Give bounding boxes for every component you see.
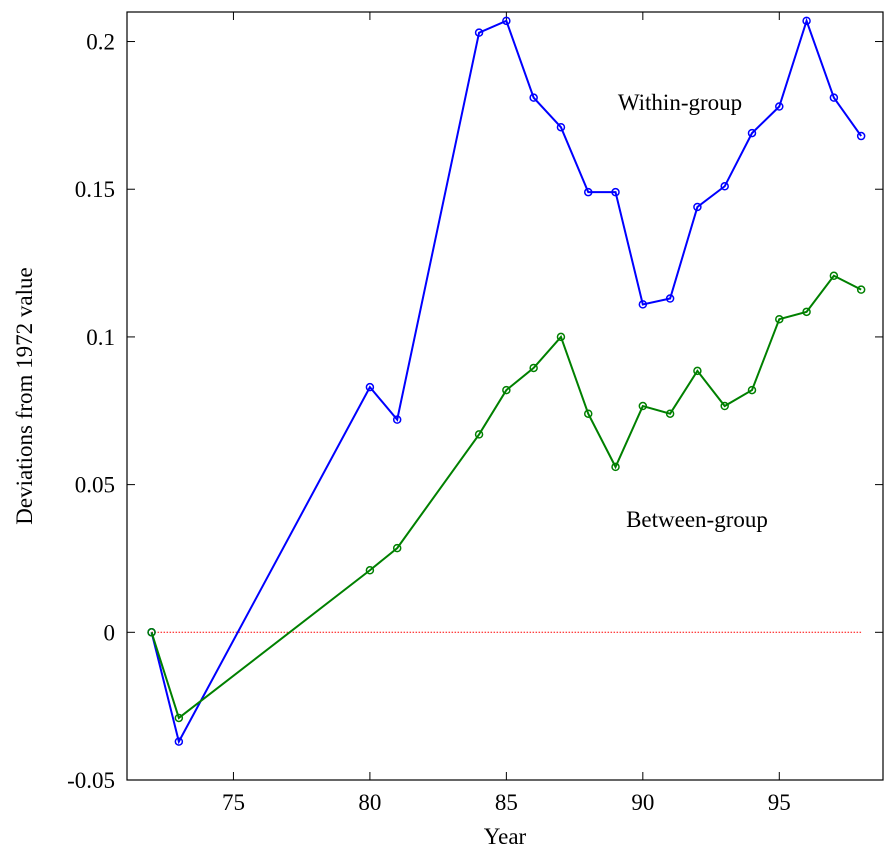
- point-marker: [392, 543, 402, 553]
- point-marker: [365, 566, 375, 575]
- point-marker: [365, 382, 375, 392]
- point-marker: [856, 131, 866, 141]
- point-marker: [693, 366, 702, 376]
- point-marker: [720, 182, 729, 191]
- y-tick-label: 0.05: [75, 473, 115, 498]
- point-marker: [474, 28, 484, 37]
- point-marker: [638, 401, 648, 411]
- y-tick-label: 0.2: [86, 30, 115, 55]
- series-line: [150, 274, 862, 720]
- point-marker: [174, 737, 184, 746]
- y-tick-label: 0.15: [75, 177, 115, 202]
- x-tick-label: 85: [495, 790, 518, 815]
- point-marker: [502, 385, 511, 395]
- plot-frame: [126, 11, 884, 781]
- x-tick-label: 80: [358, 790, 381, 815]
- point-marker: [583, 409, 593, 418]
- point-marker: [147, 628, 156, 637]
- point-marker: [583, 187, 593, 197]
- point-marker: [802, 16, 811, 26]
- series-label: Between-group: [626, 507, 768, 532]
- point-marker: [747, 385, 757, 395]
- x-axis-label: Year: [484, 824, 527, 849]
- point-marker: [556, 122, 566, 132]
- series-line: [150, 17, 862, 745]
- y-tick-label: 0.1: [86, 325, 115, 350]
- series-label: Within-group: [618, 90, 742, 115]
- point-marker: [829, 93, 839, 102]
- point-marker: [747, 128, 757, 138]
- x-tick-label: 90: [631, 790, 654, 815]
- point-marker: [775, 102, 784, 111]
- point-marker: [829, 271, 839, 281]
- point-marker: [693, 202, 702, 212]
- x-tick-label: 75: [222, 790, 245, 815]
- point-marker: [665, 294, 675, 303]
- point-marker: [856, 285, 866, 294]
- x-tick-label: 95: [768, 790, 791, 815]
- point-marker: [611, 462, 620, 472]
- point-marker: [720, 401, 729, 411]
- point-marker: [775, 314, 784, 324]
- point-marker: [392, 415, 402, 424]
- point-marker: [474, 430, 484, 439]
- point-marker: [638, 300, 648, 309]
- point-marker: [665, 409, 675, 418]
- y-tick-label: 0: [104, 620, 116, 645]
- point-marker: [529, 363, 538, 373]
- point-marker: [174, 713, 184, 723]
- y-axis-label: Deviations from 1972 value: [12, 267, 37, 524]
- point-marker: [556, 332, 566, 342]
- point-marker: [611, 187, 620, 197]
- point-marker: [502, 16, 511, 26]
- point-marker: [802, 307, 811, 317]
- y-tick-label: -0.05: [67, 768, 115, 793]
- point-marker: [529, 93, 538, 102]
